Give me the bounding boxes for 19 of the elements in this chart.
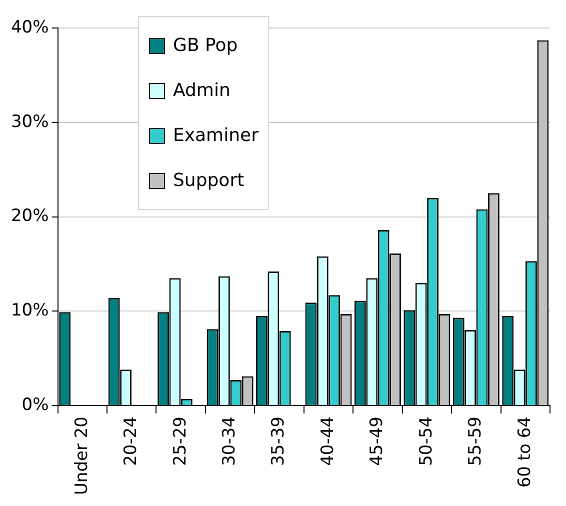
y-tick-label: 20% — [10, 206, 49, 226]
y-tick-label: 30% — [10, 112, 49, 132]
x-tick-label: 40-44 — [318, 416, 338, 466]
x-tick-label: 45-49 — [367, 416, 388, 466]
x-tick-label: 60 to 64 — [514, 416, 535, 488]
legend-label: Support — [173, 170, 244, 191]
x-tick-label: 55-59 — [466, 416, 486, 466]
y-tick-label: 10% — [10, 300, 49, 321]
x-tick-label: 35-39 — [268, 416, 289, 466]
x-tick-label: Under 20 — [72, 416, 92, 496]
legend-label: Admin — [173, 80, 230, 101]
legend-label: GB Pop — [173, 35, 238, 56]
legend-label: Examiner — [173, 125, 258, 146]
x-tick-label: 50-54 — [416, 416, 436, 466]
x-tick-label: 20-24 — [121, 416, 142, 466]
y-tick-label: 40% — [10, 17, 49, 38]
x-tick-label: 30-34 — [219, 416, 240, 466]
x-tick-label: 25-29 — [170, 416, 190, 466]
y-tick-label: 0% — [22, 394, 49, 415]
